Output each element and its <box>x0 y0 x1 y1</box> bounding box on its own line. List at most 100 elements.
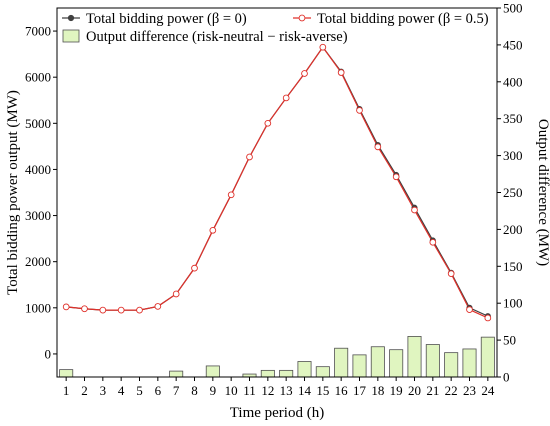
x-tick-label-17: 17 <box>353 383 367 398</box>
x-tick-label-22: 22 <box>445 383 458 398</box>
point-beta05-h1 <box>62 303 70 311</box>
y-right-tick-label-150: 150 <box>503 259 523 274</box>
point-beta05-h19 <box>392 173 400 181</box>
x-tick-label-23: 23 <box>463 383 476 398</box>
bar-h23 <box>462 348 477 378</box>
point-beta05-h17 <box>356 107 363 114</box>
point-beta05-h21 <box>429 238 437 246</box>
plot-frame <box>56 7 498 378</box>
y-left-tick-label-3000: 3000 <box>25 208 51 223</box>
legend-label-difference: Output difference (risk-neutral − risk-a… <box>86 29 348 45</box>
x-tick-label-4: 4 <box>118 383 125 398</box>
bars-layer <box>59 336 495 378</box>
x-tick-label-20: 20 <box>408 383 421 398</box>
y-right-tick-label-100: 100 <box>503 296 523 311</box>
bar-h22 <box>444 352 459 378</box>
y-axis-left-title: Total bidding power output (MW) <box>5 90 21 295</box>
point-beta05-h6 <box>154 303 162 310</box>
bar-h21 <box>425 344 440 378</box>
point-beta05-h8 <box>191 264 198 272</box>
legend-label-beta0: Total bidding power (β = 0) <box>86 11 247 27</box>
legend: Total bidding power (β = 0) Total biddin… <box>62 11 489 45</box>
bar-h14 <box>297 361 312 378</box>
bar-h13 <box>279 369 294 378</box>
x-tick-label-8: 8 <box>191 383 198 398</box>
point-beta05-h23 <box>466 306 473 314</box>
x-tick-label-12: 12 <box>261 383 274 398</box>
x-tick-label-2: 2 <box>81 383 88 398</box>
point-beta05-h13 <box>282 94 290 102</box>
y-right-tick-label-400: 400 <box>503 74 523 89</box>
bar-h15 <box>315 366 330 378</box>
y-left-tick-label-0: 0 <box>45 346 52 361</box>
bar-h20 <box>407 336 422 378</box>
bar-h7 <box>169 370 184 378</box>
legend-swatch-difference <box>62 29 80 43</box>
x-tick-label-11: 11 <box>243 383 256 398</box>
x-tick-label-21: 21 <box>426 383 439 398</box>
y-right-tick-label-500: 500 <box>503 1 523 16</box>
x-tick-label-9: 9 <box>210 383 217 398</box>
bar-h9 <box>205 365 220 378</box>
y-axis-right-title: Output difference (MW) <box>535 119 550 266</box>
y-right-tick-label-350: 350 <box>503 111 523 126</box>
bar-h19 <box>389 349 404 378</box>
y-left-tick-label-5000: 5000 <box>25 116 51 131</box>
legend-label-beta05: Total bidding power (β = 0.5) <box>317 11 489 27</box>
x-tick-label-15: 15 <box>316 383 329 398</box>
y-right-tick-label-200: 200 <box>503 222 523 237</box>
point-beta05-h22 <box>447 270 455 278</box>
point-beta05-h11 <box>246 153 253 161</box>
point-beta05-h15 <box>319 43 327 51</box>
bar-h18 <box>370 346 385 378</box>
bar-h12 <box>260 369 275 378</box>
point-beta05-h5 <box>136 306 143 314</box>
point-beta05-h16 <box>337 69 345 76</box>
x-tick-label-24: 24 <box>481 383 495 398</box>
y-left-tick-label-2000: 2000 <box>25 254 51 269</box>
x-tick-label-7: 7 <box>173 383 180 398</box>
x-tick-label-6: 6 <box>155 383 162 398</box>
ticks-layer: 1 2 3 4 5 6 7 8 9 10 11 12 13 14 15 16 17 18 19 20 21 22 23 240… <box>25 1 523 399</box>
y-left-tick-label-4000: 4000 <box>25 162 51 177</box>
x-tick-label-13: 13 <box>280 383 293 398</box>
y-right-tick-label-250: 250 <box>503 185 523 200</box>
y-left-tick-label-1000: 1000 <box>25 300 51 315</box>
lines-layer <box>62 43 492 322</box>
point-beta05-h7 <box>172 290 180 298</box>
point-beta05-h9 <box>209 226 217 234</box>
x-tick-label-1: 1 <box>63 383 70 398</box>
x-tick-label-14: 14 <box>298 383 312 398</box>
x-tick-label-18: 18 <box>371 383 384 398</box>
point-beta05-h3 <box>99 306 107 314</box>
point-beta05-h24 <box>484 314 492 322</box>
point-beta05-h14 <box>301 70 308 77</box>
point-beta05-h12 <box>264 119 272 127</box>
y-right-tick-label-450: 450 <box>503 37 523 52</box>
x-axis-title: Time period (h) <box>230 405 324 421</box>
legend-marker-beta0 <box>67 14 75 22</box>
bar-h24 <box>480 336 495 378</box>
legend-marker-beta05 <box>298 14 306 22</box>
bar-h17 <box>352 354 367 378</box>
line-beta0 <box>66 46 489 317</box>
point-beta05-h2 <box>81 305 88 313</box>
x-tick-label-10: 10 <box>225 383 238 398</box>
y-left-tick-label-6000: 6000 <box>25 70 51 85</box>
point-beta05-h4 <box>117 306 125 314</box>
point-beta05-h20 <box>411 206 418 214</box>
y-right-tick-label-300: 300 <box>503 148 523 163</box>
point-beta05-h18 <box>374 143 382 151</box>
point-beta05-h10 <box>227 191 235 199</box>
x-tick-label-5: 5 <box>136 383 143 398</box>
x-tick-label-16: 16 <box>335 383 349 398</box>
y-left-tick-label-7000: 7000 <box>25 24 51 39</box>
y-right-tick-label-0: 0 <box>503 370 510 385</box>
line-beta05 <box>66 46 489 319</box>
bar-h16 <box>334 347 349 378</box>
bar-h1 <box>59 369 74 378</box>
x-tick-label-3: 3 <box>100 383 107 398</box>
y-right-tick-label-50: 50 <box>503 333 516 348</box>
x-tick-label-19: 19 <box>390 383 403 398</box>
